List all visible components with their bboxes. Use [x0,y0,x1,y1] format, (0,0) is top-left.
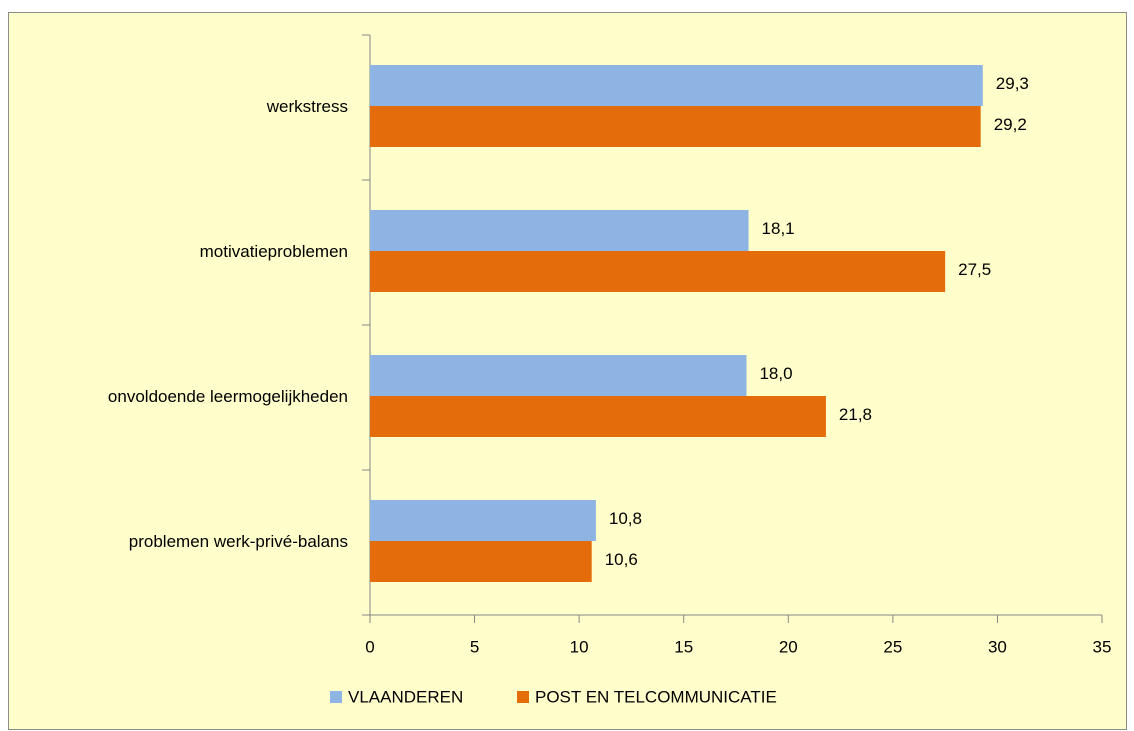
x-tick-label: 5 [470,637,479,656]
bar [370,251,946,292]
legend-label: VLAANDEREN [348,687,463,706]
bar [370,541,592,582]
x-tick-label: 30 [988,637,1007,656]
category-label: onvoldoende leermogelijkheden [108,387,348,406]
x-tick-label: 25 [883,637,902,656]
category-label: werkstress [266,97,348,116]
data-label: 18,0 [759,364,792,383]
data-label: 29,3 [996,74,1029,93]
legend-swatch [330,691,342,703]
bar [370,500,596,541]
bar [370,355,747,396]
bar [370,65,983,106]
legend-swatch [517,691,529,703]
category-label: motivatieproblemen [200,242,348,261]
legend-label: POST EN TELCOMMUNICATIE [535,687,777,706]
x-tick-label: 15 [674,637,693,656]
x-tick-label: 20 [779,637,798,656]
data-label: 10,8 [609,509,642,528]
data-label: 10,6 [605,550,638,569]
x-tick-label: 10 [570,637,589,656]
data-label: 27,5 [958,260,991,279]
bar [370,396,826,437]
bar [370,106,981,147]
data-label: 29,2 [994,115,1027,134]
bar [370,210,749,251]
data-label: 18,1 [762,219,795,238]
x-tick-label: 0 [365,637,374,656]
category-label: problemen werk-privé-balans [129,532,348,551]
data-label: 21,8 [839,405,872,424]
x-tick-label: 35 [1093,637,1112,656]
